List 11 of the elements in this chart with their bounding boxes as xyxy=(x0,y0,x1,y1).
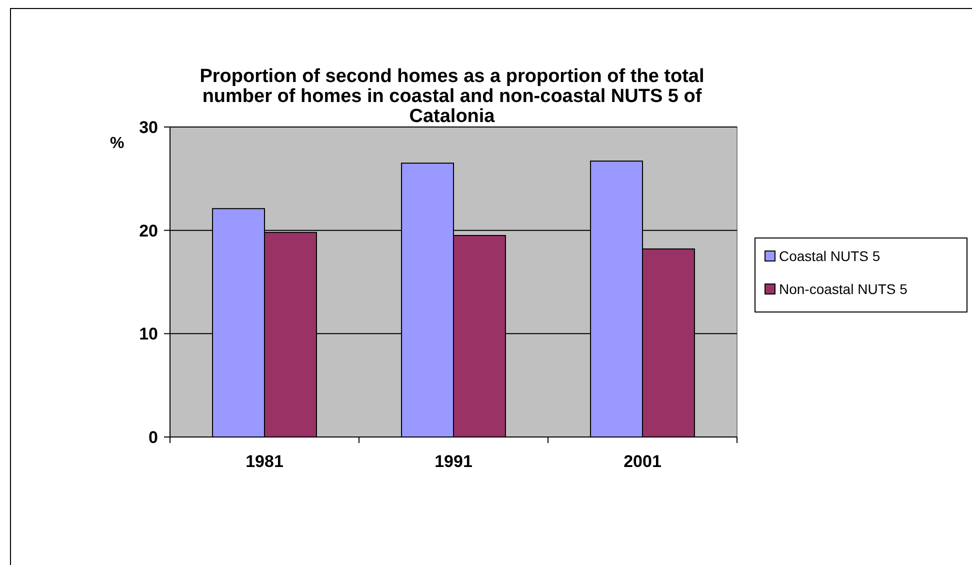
x-tick-label: 1981 xyxy=(246,452,284,471)
y-tick-label: 10 xyxy=(139,324,158,344)
y-axis-title: % xyxy=(110,135,124,152)
x-tick-label: 1991 xyxy=(434,452,472,471)
y-tick-label: 20 xyxy=(139,221,158,240)
y-tick-label: 30 xyxy=(139,118,158,137)
legend-label: Coastal NUTS 5 xyxy=(779,248,880,264)
legend-label: Non-coastal NUTS 5 xyxy=(779,280,908,297)
chart-title: Proportion of second homes as a proportion of the total number of homes in coastal and non-coastal NUTS 5 of Catalonia xyxy=(200,66,704,127)
y-tick-label: 0 xyxy=(148,428,158,447)
x-tick-label: 2001 xyxy=(624,452,662,471)
